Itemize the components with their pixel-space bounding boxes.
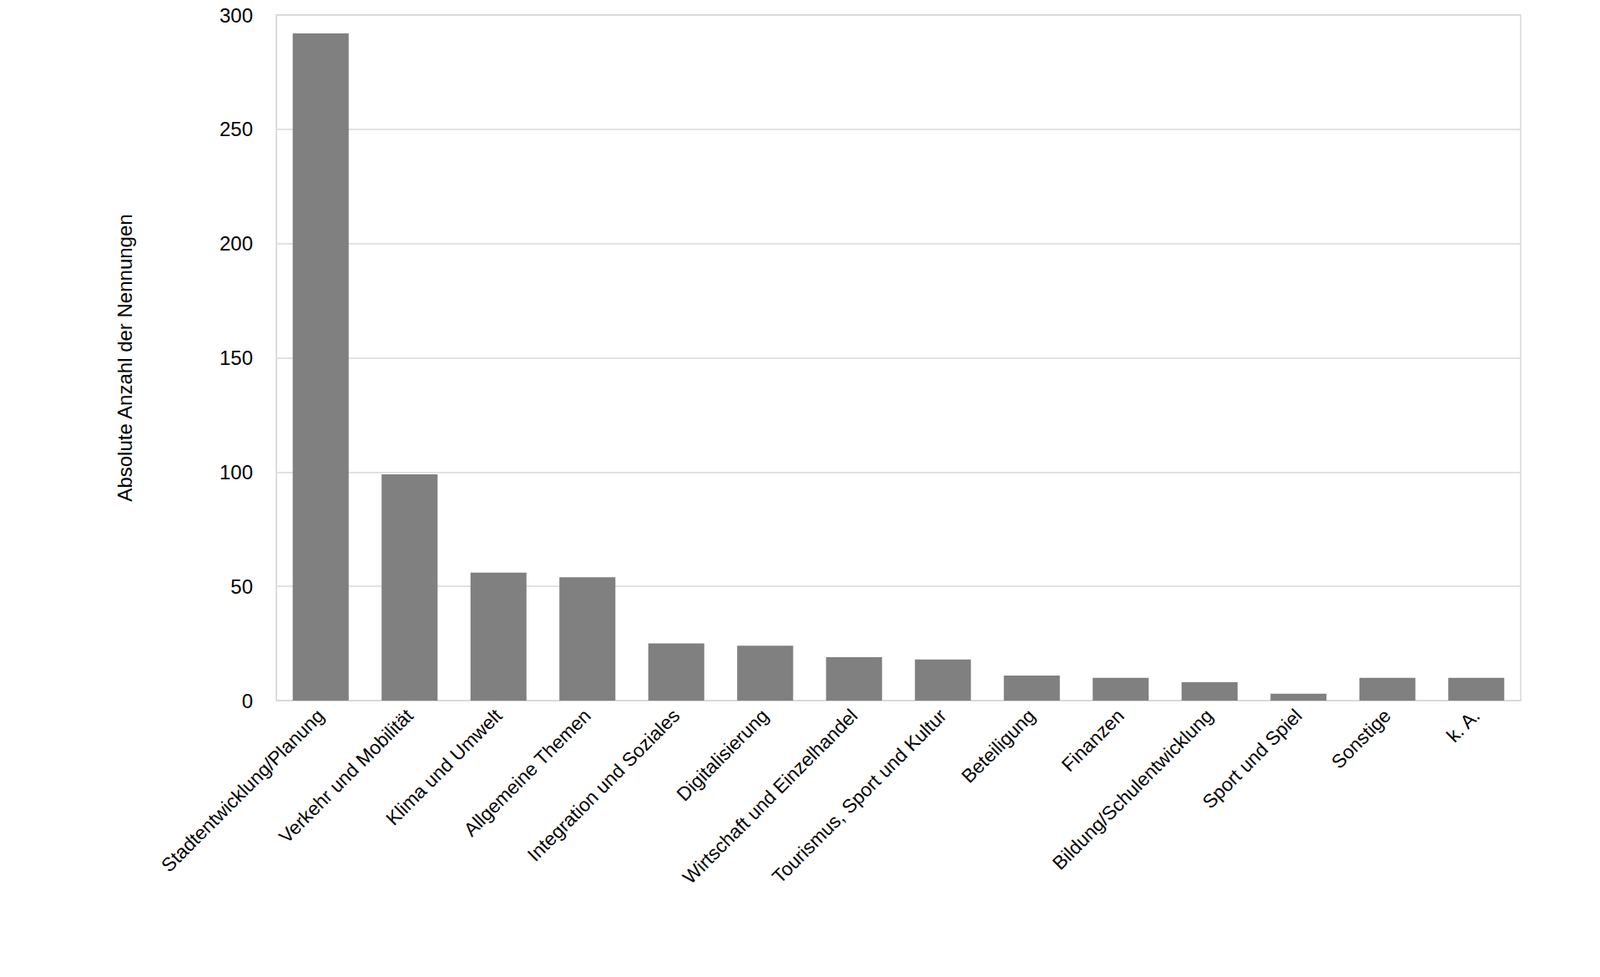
svg-text:Verkehr und Mobilität: Verkehr und Mobilität [274, 704, 418, 848]
svg-text:Beteiligung: Beteiligung [957, 704, 1040, 788]
svg-text:Digitalisierung: Digitalisierung [671, 704, 773, 805]
svg-text:Integration und Soziales: Integration und Soziales [523, 704, 685, 866]
svg-text:250: 250 [219, 117, 253, 141]
svg-text:Absolute Anzahl der Nennungen: Absolute Anzahl der Nennungen [113, 213, 137, 501]
svg-text:0: 0 [242, 689, 253, 712]
svg-text:Tourismus, Sport und Kultur: Tourismus, Sport und Kultur [767, 704, 951, 888]
svg-text:100: 100 [219, 460, 253, 484]
svg-text:Sonstige: Sonstige [1327, 704, 1396, 773]
svg-text:Finanzen: Finanzen [1057, 704, 1129, 776]
svg-text:Sport und Spiel: Sport und Spiel [1197, 704, 1307, 813]
svg-text:Allgemeine Themen: Allgemeine Themen [459, 704, 596, 840]
svg-text:k. A.: k. A. [1442, 704, 1484, 747]
svg-text:200: 200 [219, 232, 253, 255]
svg-text:Klima und Umwelt: Klima und Umwelt [381, 704, 507, 829]
svg-text:300: 300 [219, 4, 253, 27]
svg-text:Stadtentwicklung/Planung: Stadtentwicklung/Planung [156, 704, 329, 876]
svg-text:50: 50 [230, 575, 253, 598]
svg-text:Bildung/Schulentwicklung: Bildung/Schulentwicklung [1048, 704, 1218, 874]
svg-text:Wirtschaft und Einzelhandel: Wirtschaft und Einzelhandel [678, 704, 863, 889]
svg-text:150: 150 [219, 346, 253, 369]
